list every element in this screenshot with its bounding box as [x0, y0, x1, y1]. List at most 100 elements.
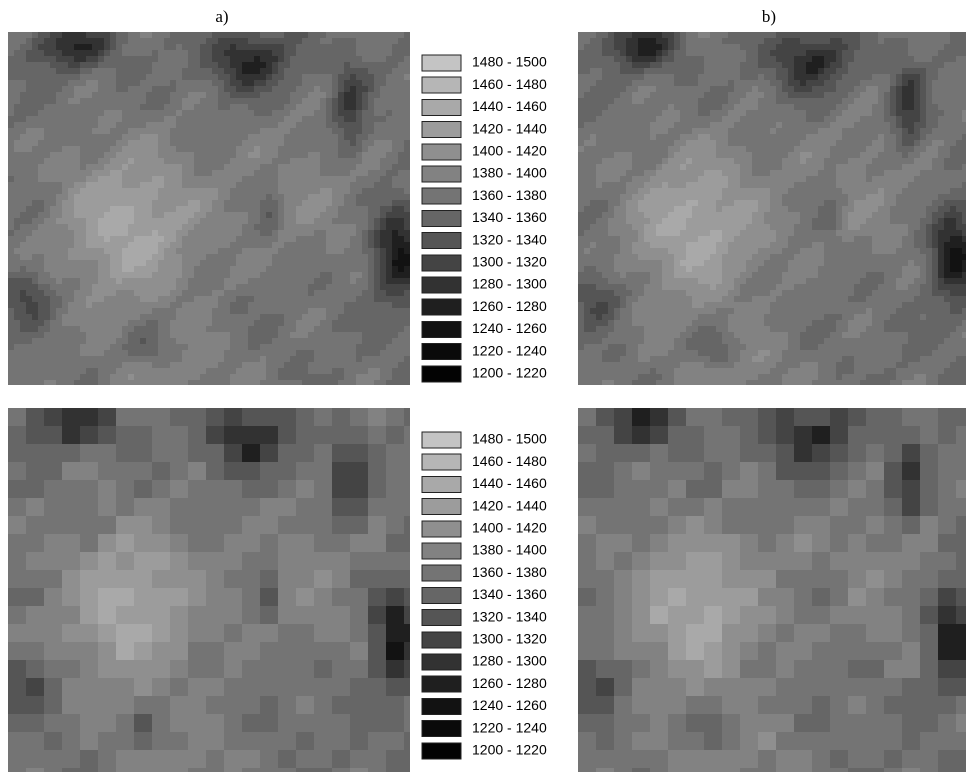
raster-cell — [308, 176, 314, 182]
raster-cell — [92, 374, 98, 380]
raster-cell — [8, 278, 14, 284]
raster-cell — [8, 374, 14, 380]
raster-cell — [314, 56, 320, 62]
raster-cell — [92, 56, 98, 62]
raster-cell — [152, 230, 158, 236]
raster-cell — [272, 338, 278, 344]
raster-cell — [284, 200, 290, 206]
raster-cell — [770, 122, 776, 128]
raster-cell — [404, 332, 410, 338]
raster-cell — [854, 38, 860, 44]
raster-cell — [224, 230, 230, 236]
raster-cell — [50, 338, 56, 344]
raster-cell — [896, 62, 902, 68]
raster-cell — [272, 344, 278, 350]
raster-cell — [128, 200, 134, 206]
raster-cell — [728, 50, 734, 56]
raster-cell — [176, 302, 182, 308]
raster-cell — [788, 50, 794, 56]
raster-cell — [284, 68, 290, 74]
raster-cell — [668, 98, 674, 104]
raster-cell — [254, 86, 260, 92]
raster-cell — [944, 110, 950, 116]
raster-cell — [350, 44, 356, 50]
raster-cell — [404, 374, 410, 380]
raster-cell — [404, 212, 410, 218]
raster-cell — [140, 122, 146, 128]
raster-cell — [152, 212, 158, 218]
raster-cell — [62, 188, 68, 194]
raster-cell — [788, 44, 794, 50]
raster-cell — [290, 170, 296, 176]
raster-cell — [254, 380, 260, 385]
raster-cell — [38, 194, 44, 200]
raster-cell — [320, 32, 326, 38]
raster-cell — [182, 236, 188, 242]
raster-cell — [62, 128, 68, 134]
raster-cell — [356, 188, 362, 194]
raster-cell — [158, 62, 164, 68]
raster-cell — [116, 188, 122, 194]
raster-cell — [296, 50, 302, 56]
raster-cell — [356, 176, 362, 182]
raster-cell — [110, 272, 116, 278]
raster-cell — [392, 338, 398, 344]
raster-cell — [38, 152, 44, 158]
raster-cell — [308, 170, 314, 176]
raster-cell — [176, 32, 182, 38]
raster-cell — [290, 320, 296, 326]
raster-cell — [218, 206, 224, 212]
raster-cell — [146, 38, 152, 44]
raster-cell — [110, 230, 116, 236]
raster-cell — [182, 290, 188, 296]
raster-cell — [56, 74, 62, 80]
raster-cell — [200, 314, 206, 320]
raster-cell — [368, 128, 374, 134]
raster-cell — [230, 218, 236, 224]
raster-cell — [188, 92, 194, 98]
raster-cell — [26, 206, 32, 212]
raster-cell — [224, 266, 230, 272]
raster-cell — [248, 362, 254, 368]
raster-cell — [80, 230, 86, 236]
raster-cell — [398, 224, 404, 230]
raster-cell — [68, 188, 74, 194]
raster-cell — [32, 176, 38, 182]
raster-cell — [374, 116, 380, 122]
raster-cell — [332, 212, 338, 218]
raster-cell — [692, 56, 698, 62]
raster-cell — [320, 326, 326, 332]
raster-cell — [20, 212, 26, 218]
raster-cell — [890, 80, 896, 86]
raster-cell — [338, 356, 344, 362]
raster-cell — [908, 92, 914, 98]
raster-cell — [182, 50, 188, 56]
raster-cell — [26, 200, 32, 206]
raster-cell — [272, 98, 278, 104]
raster-cell — [116, 194, 122, 200]
raster-cell — [206, 224, 212, 230]
raster-cell — [752, 38, 758, 44]
raster-cell — [146, 176, 152, 182]
raster-cell — [254, 266, 260, 272]
raster-cell — [872, 68, 878, 74]
raster-cell — [176, 212, 182, 218]
raster-cell — [224, 98, 230, 104]
raster-cell — [182, 308, 188, 314]
raster-cell — [944, 68, 950, 74]
raster-cell — [110, 362, 116, 368]
raster-cell — [392, 194, 398, 200]
raster-cell — [188, 266, 194, 272]
raster-cell — [62, 230, 68, 236]
raster-cell — [644, 56, 650, 62]
raster-cell — [818, 68, 824, 74]
raster-cell — [380, 128, 386, 134]
raster-cell — [122, 122, 128, 128]
raster-cell — [236, 374, 242, 380]
raster-cell — [194, 146, 200, 152]
raster-cell — [914, 104, 920, 110]
raster-cell — [236, 200, 242, 206]
raster-cell — [92, 50, 98, 56]
raster-cell — [260, 224, 266, 230]
raster-cell — [134, 236, 140, 242]
